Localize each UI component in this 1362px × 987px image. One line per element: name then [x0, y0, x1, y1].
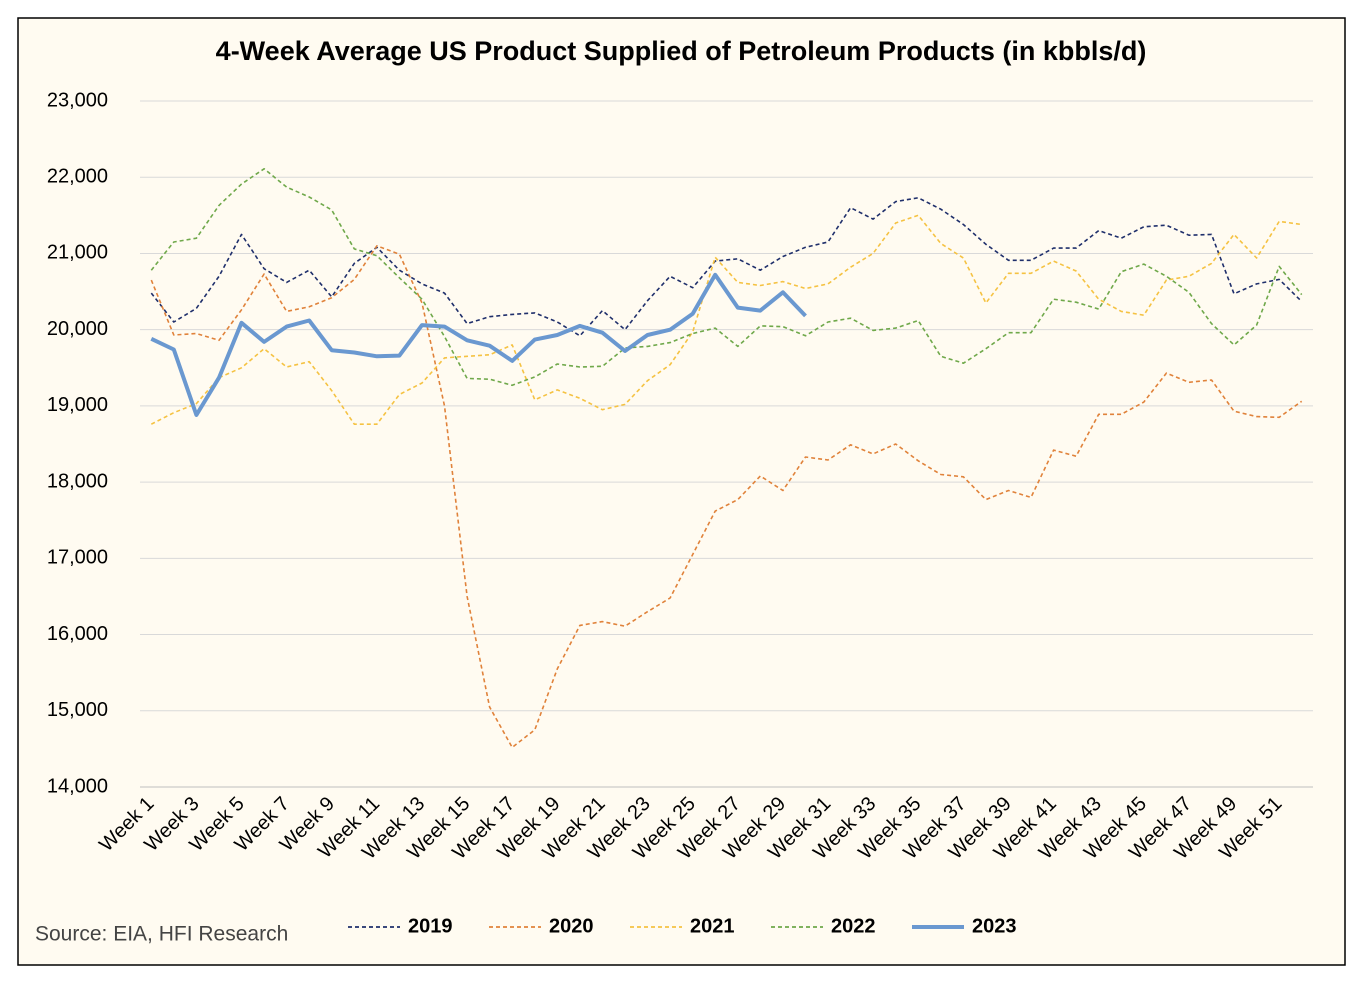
- y-tick-label: 16,000: [47, 623, 108, 645]
- chart-frame: [17, 17, 1346, 966]
- legend-label: 2019: [408, 915, 453, 937]
- series-line: [150, 168, 1303, 387]
- y-tick-label: 21,000: [47, 242, 108, 264]
- y-tick-label: 23,000: [47, 89, 108, 111]
- y-tick-label: 19,000: [47, 394, 108, 416]
- y-tick-label: 20,000: [47, 318, 108, 340]
- y-tick-label: 14,000: [47, 775, 108, 797]
- series-line: [150, 245, 1303, 749]
- series-line: [150, 197, 1303, 337]
- legend-label: 2021: [690, 915, 735, 937]
- y-tick-label: 15,000: [47, 699, 108, 721]
- source-note: Source: EIA, HFI Research: [35, 923, 288, 946]
- y-tick-label: 18,000: [47, 470, 108, 492]
- y-tick-label: 22,000: [47, 166, 108, 188]
- series-line: [150, 214, 1302, 425]
- legend-label: 2022: [831, 915, 876, 937]
- series-line: [150, 272, 807, 417]
- legend-label: 2023: [972, 915, 1017, 937]
- y-tick-label: 17,000: [47, 547, 108, 569]
- legend-label: 2020: [549, 915, 594, 937]
- chart-title: 4-Week Average US Product Supplied of Pe…: [216, 36, 1147, 66]
